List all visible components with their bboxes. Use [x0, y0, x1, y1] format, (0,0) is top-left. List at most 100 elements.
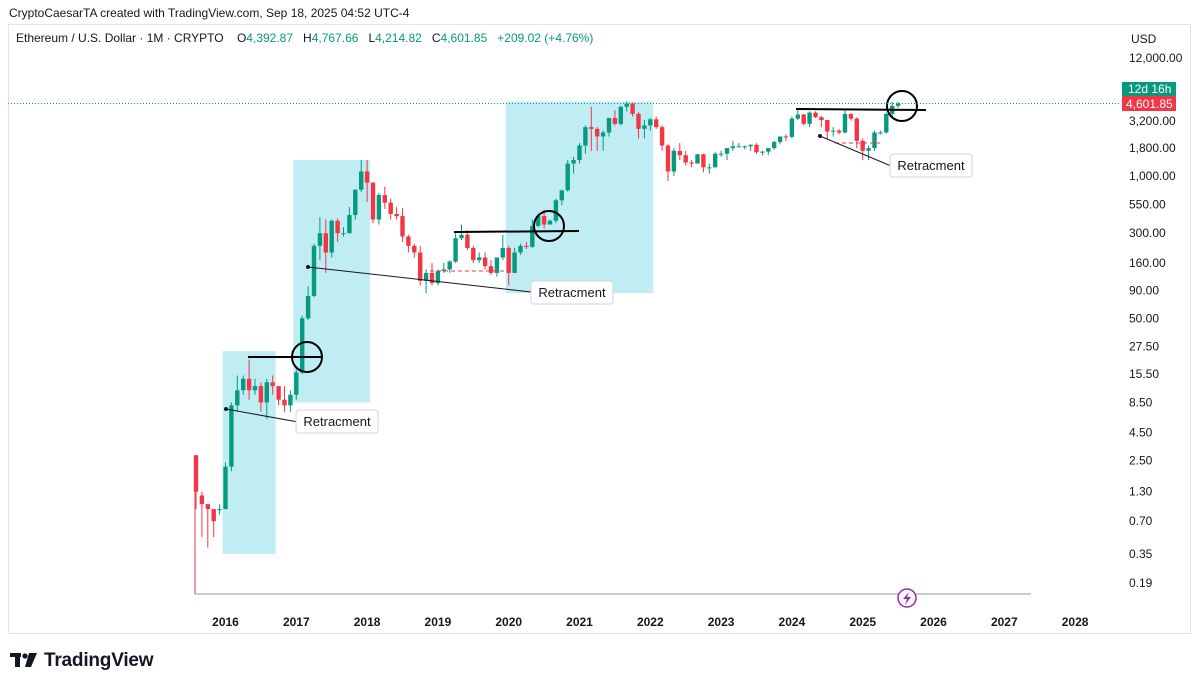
candle[interactable] [825, 120, 830, 140]
candle[interactable] [866, 145, 871, 161]
retracement-label[interactable]: Retracment [295, 409, 379, 434]
candle[interactable] [659, 125, 665, 151]
candle[interactable] [642, 120, 647, 139]
candle[interactable] [559, 189, 564, 206]
tradingview-logo[interactable]: TradingView [10, 650, 154, 672]
candle[interactable] [589, 106, 594, 151]
candle[interactable] [394, 207, 399, 220]
candle[interactable] [689, 160, 694, 168]
candle[interactable] [683, 150, 688, 166]
candle[interactable] [370, 182, 376, 224]
candle[interactable] [294, 369, 299, 400]
candle[interactable] [630, 102, 635, 117]
candle[interactable] [748, 144, 753, 151]
candle[interactable] [347, 207, 352, 234]
candle[interactable] [553, 198, 559, 224]
candle[interactable] [754, 143, 759, 154]
candle[interactable] [654, 116, 659, 129]
breakout-circle[interactable] [886, 90, 918, 122]
candle[interactable] [412, 243, 417, 258]
candle[interactable] [223, 462, 228, 510]
candle[interactable] [235, 375, 240, 412]
candle[interactable] [795, 110, 800, 121]
candle[interactable] [400, 208, 405, 242]
candle[interactable] [276, 386, 281, 406]
candle[interactable] [518, 243, 523, 255]
candle[interactable] [571, 156, 576, 174]
candle[interactable] [418, 245, 423, 286]
candle[interactable] [807, 111, 812, 128]
highlight-zone[interactable] [293, 160, 371, 403]
candle[interactable] [199, 491, 205, 538]
candle[interactable] [707, 163, 712, 174]
candle[interactable] [836, 128, 842, 135]
candle[interactable] [884, 112, 889, 134]
candle[interactable] [471, 245, 476, 264]
candle[interactable] [600, 130, 606, 151]
candle[interactable] [353, 189, 358, 220]
candle[interactable] [364, 160, 370, 202]
candle[interactable] [205, 504, 210, 548]
retracement-label[interactable]: Retracment [530, 280, 614, 305]
candle[interactable] [606, 117, 612, 137]
candle[interactable] [618, 105, 623, 126]
candle[interactable] [435, 269, 441, 286]
candle[interactable] [872, 130, 877, 151]
candle[interactable] [612, 110, 618, 126]
candle[interactable] [671, 148, 677, 177]
candle[interactable] [246, 359, 252, 400]
candle[interactable] [878, 130, 883, 135]
candle[interactable] [423, 269, 429, 294]
candle[interactable] [193, 455, 199, 510]
resistance-line[interactable] [795, 108, 927, 111]
candle[interactable] [524, 241, 529, 250]
candle[interactable] [530, 219, 535, 248]
candle[interactable] [488, 260, 494, 275]
candle[interactable] [677, 143, 682, 161]
candle[interactable] [636, 111, 641, 139]
candle[interactable] [541, 209, 547, 229]
candle[interactable] [229, 402, 234, 472]
candle[interactable] [252, 378, 258, 395]
highlight-zone[interactable] [505, 101, 654, 294]
candle[interactable] [211, 509, 216, 538]
candle[interactable] [842, 109, 848, 134]
candle[interactable] [494, 257, 500, 277]
candle[interactable] [359, 160, 364, 193]
candle[interactable] [305, 286, 311, 321]
candle[interactable] [335, 218, 340, 242]
candle[interactable] [217, 504, 222, 515]
candle[interactable] [482, 252, 488, 270]
candle[interactable] [547, 219, 553, 225]
candle[interactable] [500, 234, 505, 261]
candle[interactable] [512, 247, 517, 273]
candle[interactable] [813, 111, 818, 118]
candle[interactable] [724, 148, 730, 161]
candle[interactable] [801, 113, 806, 126]
candle[interactable] [760, 150, 765, 156]
candle[interactable] [311, 243, 317, 298]
candle[interactable] [453, 233, 458, 264]
breakout-circle[interactable] [291, 341, 323, 373]
candle[interactable] [270, 375, 275, 395]
candle[interactable] [665, 144, 671, 182]
candle[interactable] [241, 375, 246, 395]
candle[interactable] [477, 252, 482, 264]
candle[interactable] [406, 234, 411, 253]
candle[interactable] [831, 127, 836, 137]
candle[interactable] [341, 227, 346, 237]
candle[interactable] [323, 219, 328, 273]
retracement-label[interactable]: Retracment [889, 153, 973, 178]
candle[interactable] [766, 148, 771, 156]
candle[interactable] [429, 263, 435, 286]
candle[interactable] [577, 143, 582, 164]
price-axis[interactable]: USD 12,000.00 3,200.00 1,800.00 1,000.00 550… [1129, 32, 1183, 590]
candle[interactable] [565, 160, 570, 192]
candle[interactable] [441, 263, 446, 273]
candle[interactable] [777, 136, 783, 145]
candle[interactable] [718, 150, 724, 157]
candle[interactable] [288, 390, 293, 412]
events-icon[interactable] [897, 588, 917, 608]
candle[interactable] [783, 134, 789, 141]
candle[interactable] [300, 315, 305, 374]
